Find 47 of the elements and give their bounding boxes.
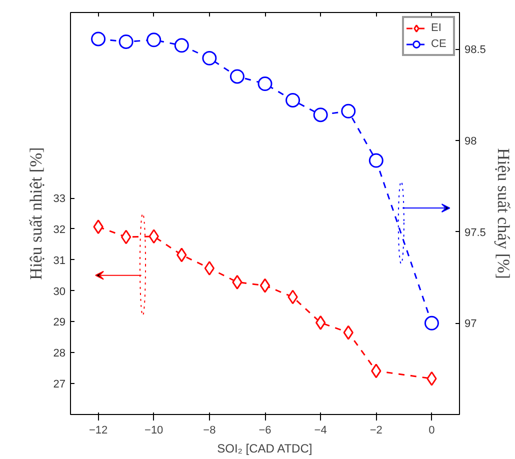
y-tick-label: 28 <box>53 348 66 360</box>
x-tick-label: −6 <box>258 424 272 436</box>
point <box>368 153 384 168</box>
point <box>118 34 134 49</box>
y2-axis-title: Hiệu suất cháy [%] <box>494 148 513 279</box>
y2-tick-label: 97.5 <box>464 226 486 239</box>
y-tick-label: 30 <box>53 286 66 298</box>
legend-label: EI <box>431 21 442 35</box>
x-tick-label: −12 <box>88 424 108 436</box>
point <box>313 108 328 122</box>
legend-label: CE <box>431 37 448 51</box>
x-tick-label: 0 <box>428 424 435 436</box>
point <box>288 290 298 304</box>
point <box>341 104 356 118</box>
point <box>315 315 326 330</box>
point <box>424 316 439 330</box>
x-tick-label: −8 <box>203 424 216 436</box>
point <box>91 32 106 46</box>
point <box>230 69 244 84</box>
point <box>286 92 300 108</box>
point <box>146 32 162 48</box>
y2-tick-label: 98.5 <box>464 44 486 56</box>
point <box>148 229 159 244</box>
y-tick-label: 31 <box>53 254 66 267</box>
point <box>174 38 189 53</box>
x-tick-label: −2 <box>370 424 382 436</box>
point <box>204 260 215 276</box>
point <box>258 76 272 91</box>
y-axis-title: Hiệu suất nhiệt [%] <box>26 147 46 280</box>
point <box>426 371 437 386</box>
x-axis-title: SOI₂ [CAD ATDC] <box>217 442 312 456</box>
y-tick-label: 32 <box>53 224 66 236</box>
point <box>260 278 270 293</box>
point <box>202 50 217 66</box>
y2-tick-label: 97 <box>464 318 477 330</box>
y-tick-label: 29 <box>53 316 66 329</box>
y-tick-label: 33 <box>53 193 66 206</box>
point <box>343 325 354 340</box>
x-tick-label: −10 <box>144 424 164 436</box>
y2-tick-label: 98 <box>464 135 477 148</box>
point <box>371 364 382 378</box>
x-tick-label: −4 <box>314 424 327 436</box>
point <box>120 230 132 244</box>
point <box>232 274 242 290</box>
y-tick-label: 27 <box>53 378 66 391</box>
point <box>176 248 187 262</box>
point <box>93 220 104 234</box>
